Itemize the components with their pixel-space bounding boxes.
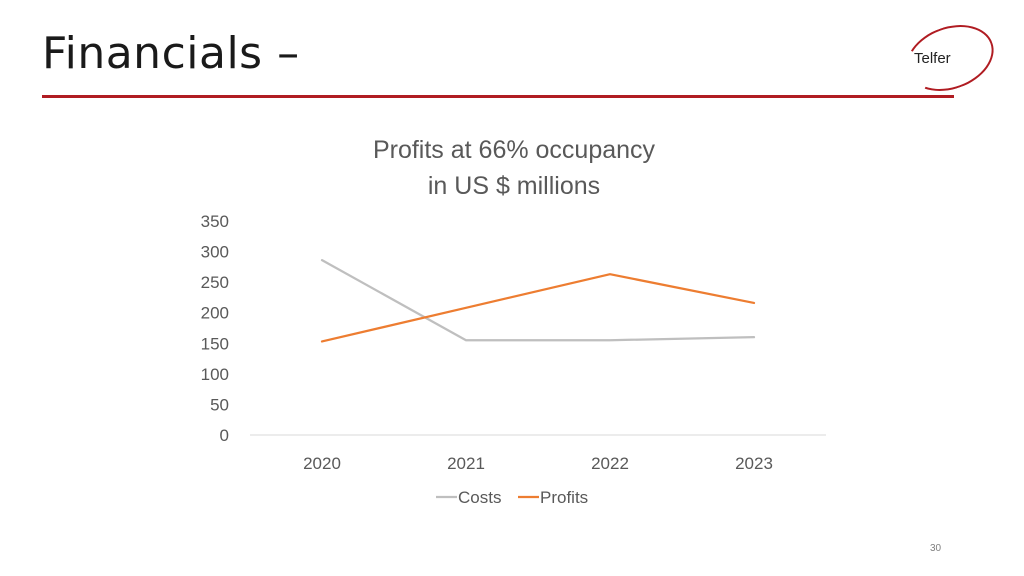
x-tick-label: 2021 bbox=[447, 454, 485, 473]
x-tick-label: 2023 bbox=[735, 454, 773, 473]
legend-label-costs: Costs bbox=[458, 488, 501, 507]
chart-title-line-2: in US $ millions bbox=[428, 172, 600, 200]
y-tick-label: 50 bbox=[210, 395, 229, 414]
y-tick-label: 300 bbox=[201, 243, 229, 262]
chart-title-line-1: Profits at 66% occupancy bbox=[373, 136, 656, 164]
page-number: 30 bbox=[930, 543, 942, 554]
y-tick-label: 200 bbox=[201, 304, 229, 323]
y-tick-label: 350 bbox=[201, 212, 229, 231]
y-tick-label: 150 bbox=[201, 334, 229, 353]
x-tick-label: 2022 bbox=[591, 454, 629, 473]
y-tick-label: 100 bbox=[201, 365, 229, 384]
slide-title: Financials – bbox=[42, 28, 300, 79]
y-tick-label: 250 bbox=[201, 273, 229, 292]
legend-label-profits: Profits bbox=[540, 488, 588, 507]
series-line-profits bbox=[320, 273, 756, 343]
series-line-costs bbox=[320, 259, 756, 342]
title-rule bbox=[42, 95, 954, 98]
x-tick-label: 2020 bbox=[303, 454, 341, 473]
y-tick-label: 0 bbox=[220, 426, 229, 445]
logo-text: Telfer bbox=[914, 50, 951, 67]
